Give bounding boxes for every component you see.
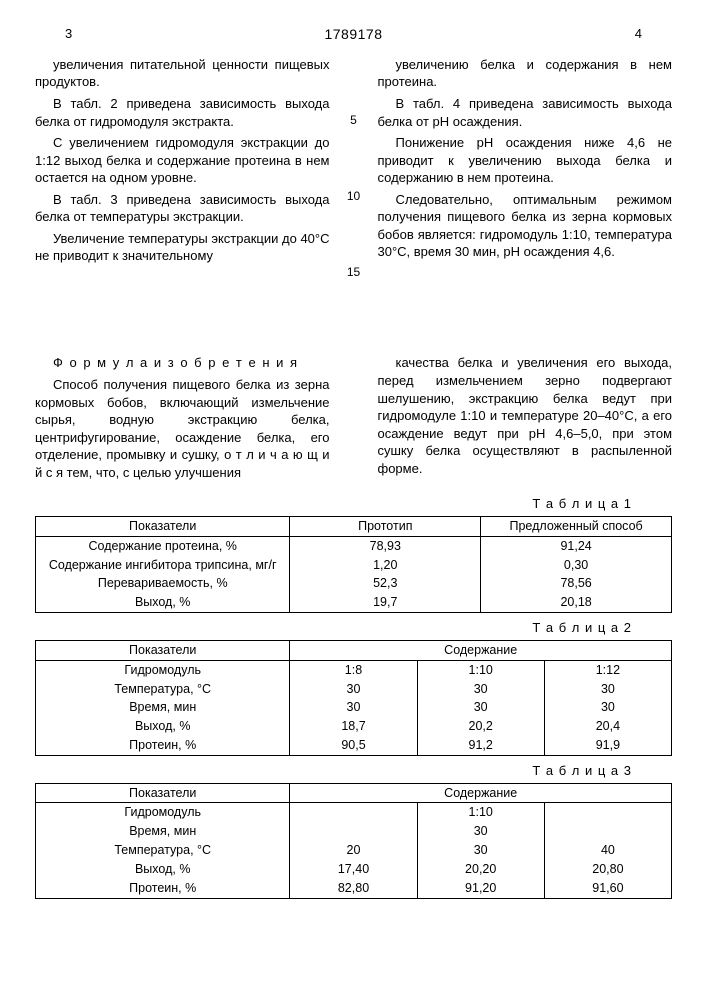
td: 1:10 [417, 660, 544, 679]
td: 18,7 [290, 717, 417, 736]
th: Показатели [36, 640, 290, 660]
table2-label: Т а б л и ц а 2 [35, 619, 632, 637]
td: 30 [417, 680, 544, 699]
td: 30 [417, 698, 544, 717]
para: Понижение рН осаждения ниже 4,6 не приво… [378, 134, 673, 187]
td [290, 803, 417, 822]
td: 78,56 [481, 574, 672, 593]
td: 91,60 [544, 879, 671, 898]
para: увеличения питательной ценности пищевых … [35, 56, 330, 91]
text-columns-upper: увеличения питательной ценности пищевых … [35, 52, 672, 341]
th: Содержание [290, 640, 672, 660]
table-3: Показатели Содержание Гидромодуль 1:10 Вр… [35, 783, 672, 899]
td: 78,93 [290, 536, 481, 555]
td: 30 [290, 698, 417, 717]
td: 1:8 [290, 660, 417, 679]
td: Гидромодуль [36, 803, 290, 822]
line-markers: 5 10 15 [345, 52, 363, 341]
td [290, 822, 417, 841]
para: увеличению белка и содержания в нем прот… [378, 56, 673, 91]
th: Прототип [290, 516, 481, 536]
th: Предложенный способ [481, 516, 672, 536]
td: 1:10 [417, 803, 544, 822]
para: В табл. 3 приведена зависимость выхода б… [35, 191, 330, 226]
para: В табл. 2 приведена зависимость выхода б… [35, 95, 330, 130]
td: Время, мин [36, 698, 290, 717]
td: 91,9 [544, 736, 671, 755]
td: 30 [544, 698, 671, 717]
td: 1,20 [290, 556, 481, 575]
td: 30 [417, 822, 544, 841]
table-1: Показатели Прототип Предложенный способ … [35, 516, 672, 613]
td: 1:12 [544, 660, 671, 679]
td: 20,80 [544, 860, 671, 879]
formula-title: Ф о р м у л а и з о б р е т е н и я [35, 354, 330, 372]
td: 52,3 [290, 574, 481, 593]
td: Выход, % [36, 860, 290, 879]
marker: 5 [350, 112, 357, 128]
table1-label: Т а б л и ц а 1 [35, 495, 632, 513]
td: 20,20 [417, 860, 544, 879]
para: С увеличением гидромодуля экстракции до … [35, 134, 330, 187]
td: 0,30 [481, 556, 672, 575]
formula-text-left: Способ получения пищевого белка из зерна… [35, 376, 330, 481]
formula-right: качества белка и увеличения его выхода, … [378, 350, 673, 485]
td: Протеин, % [36, 736, 290, 755]
col-num-right: 4 [635, 25, 642, 44]
th: Содержание [290, 783, 672, 803]
td: 30 [417, 841, 544, 860]
table-2: Показатели Содержание Гидромодуль1:81:10… [35, 640, 672, 756]
td: Протеин, % [36, 879, 290, 898]
td: 82,80 [290, 879, 417, 898]
td: 17,40 [290, 860, 417, 879]
td: Содержание ингибитора трипсина, мг/г [36, 556, 290, 575]
td: Содержание протеина, % [36, 536, 290, 555]
td: 40 [544, 841, 671, 860]
td: 90,5 [290, 736, 417, 755]
td: Выход, % [36, 593, 290, 612]
spacer [345, 350, 363, 485]
th: Показатели [36, 783, 290, 803]
td: Выход, % [36, 717, 290, 736]
formula-columns: Ф о р м у л а и з о б р е т е н и я Спос… [35, 350, 672, 485]
td: Температура, °С [36, 680, 290, 699]
td: 20 [290, 841, 417, 860]
marker: 15 [347, 264, 360, 280]
th: Показатели [36, 516, 290, 536]
td: 91,24 [481, 536, 672, 555]
td: Время, мин [36, 822, 290, 841]
right-column: увеличению белка и содержания в нем прот… [378, 52, 673, 341]
td [544, 803, 671, 822]
td: Гидромодуль [36, 660, 290, 679]
formula-text-right: качества белка и увеличения его выхода, … [378, 354, 673, 477]
td: Перевариваемость, % [36, 574, 290, 593]
td: 20,18 [481, 593, 672, 612]
td: 91,20 [417, 879, 544, 898]
td: 20,4 [544, 717, 671, 736]
td: 91,2 [417, 736, 544, 755]
td: Температура, °С [36, 841, 290, 860]
col-num-left: 3 [65, 25, 72, 44]
td: 30 [544, 680, 671, 699]
para: В табл. 4 приведена зависимость выхода б… [378, 95, 673, 130]
page-header: 3 1789178 4 [35, 25, 672, 44]
td: 19,7 [290, 593, 481, 612]
td [544, 822, 671, 841]
para: Увеличение температуры экстракции до 40°… [35, 230, 330, 265]
para: Следовательно, оптимальным режимом получ… [378, 191, 673, 261]
td: 30 [290, 680, 417, 699]
formula-left: Ф о р м у л а и з о б р е т е н и я Спос… [35, 350, 330, 485]
td: 20,2 [417, 717, 544, 736]
table3-label: Т а б л и ц а 3 [35, 762, 632, 780]
patent-number: 1789178 [324, 25, 382, 44]
marker: 10 [347, 188, 360, 204]
left-column: увеличения питательной ценности пищевых … [35, 52, 330, 341]
